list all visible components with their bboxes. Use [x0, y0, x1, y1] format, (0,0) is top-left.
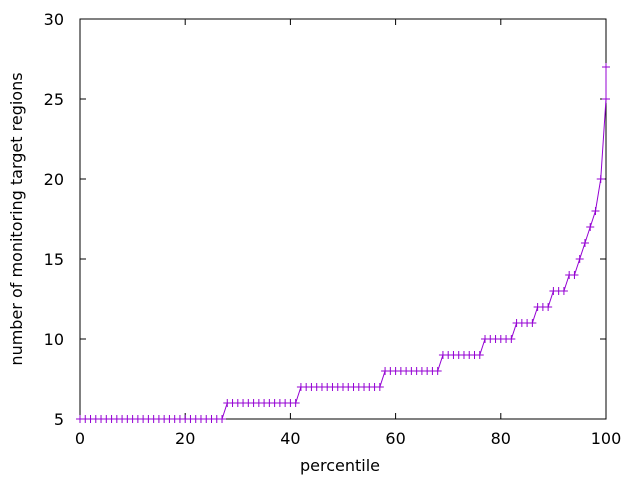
data-point-marker — [291, 399, 300, 407]
data-point-marker — [528, 319, 537, 327]
data-point-marker — [559, 287, 568, 295]
y-tick-label: 25 — [44, 90, 64, 109]
plot-frame — [79, 18, 607, 420]
data-point-marker — [475, 351, 484, 359]
x-tick-label: 100 — [591, 429, 622, 448]
x-tick-label: 80 — [491, 429, 511, 448]
y-tick-label: 5 — [54, 410, 64, 429]
y-tick-label: 20 — [44, 170, 64, 189]
data-point-marker — [596, 175, 605, 183]
data-point-marker — [575, 255, 584, 263]
data-point-marker — [375, 383, 384, 391]
x-axis-ticks: 0 20 40 60 80 100 — [75, 19, 621, 448]
y-tick-label: 15 — [44, 250, 64, 269]
series-layer — [76, 63, 610, 423]
data-point-marker — [544, 303, 553, 311]
data-point-marker — [218, 415, 227, 423]
x-tick-label: 20 — [175, 429, 195, 448]
data-point-marker — [602, 63, 610, 71]
x-tick-label: 60 — [385, 429, 405, 448]
x-axis-label: percentile — [300, 456, 380, 475]
plot-border — [79, 18, 607, 420]
data-point-marker — [602, 95, 610, 103]
x-tick-label: 0 — [75, 429, 85, 448]
data-point-marker — [586, 223, 595, 231]
data-point-marker — [433, 367, 442, 375]
y-axis-label: number of monitoring target regions — [7, 72, 26, 365]
data-point-marker — [591, 207, 600, 215]
data-point-marker — [580, 239, 589, 247]
data-point-marker — [570, 271, 579, 279]
data-point-marker — [507, 335, 516, 343]
y-tick-label: 30 — [44, 10, 64, 29]
y-tick-label: 10 — [44, 330, 64, 349]
x-tick-label: 40 — [280, 429, 300, 448]
